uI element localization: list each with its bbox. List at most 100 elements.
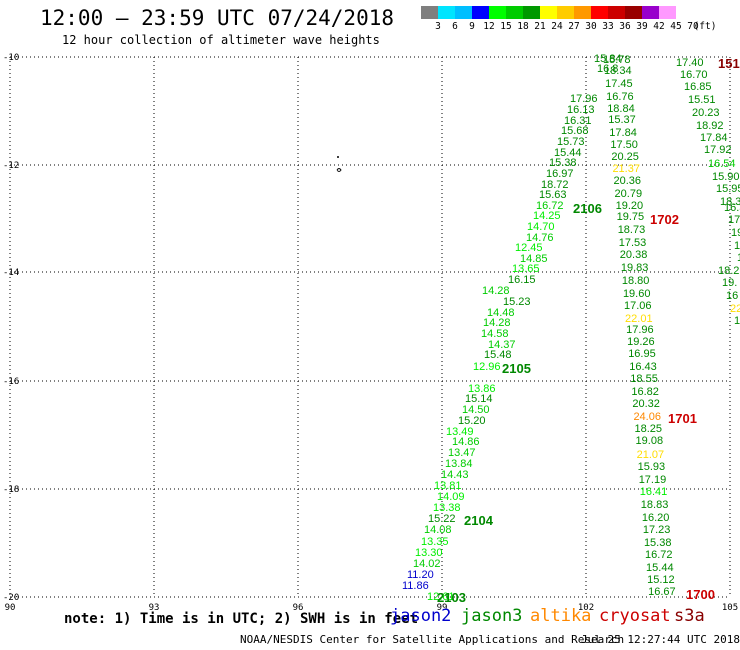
wave-height-value: 15.44 [646,562,674,574]
legend-tick-label: 42 [653,21,665,32]
legend-tick-label: 15 [500,21,512,32]
wave-height-value: 13.86 [468,383,496,395]
wave-height-value: 15.38 [644,537,672,549]
wave-height-value: 21.37 [612,163,640,175]
wave-height-value: 19.20 [616,200,644,212]
legend-swatch [591,6,608,19]
legend-tick-label: 6 [452,21,458,32]
legend-tick-label: 39 [636,21,648,32]
legend-jason2: jason2 [390,606,452,626]
wave-height-value: 18.4 [737,252,740,264]
wave-height-value: 16.82 [631,386,659,398]
legend-swatch [506,6,523,19]
wave-height-value: 14.09 [437,491,465,503]
wave-height-value: 14.70 [527,221,555,233]
legend-swatch [523,6,540,19]
wave-height-value: 16.72 [536,200,564,212]
wave-height-value: 16.67 [648,586,676,598]
wave-height-value: 15.12 [647,574,675,586]
wave-height-value: 15.95 [716,183,740,195]
legend-swatch [455,6,472,19]
legend-s3a: s3a [674,606,705,626]
wave-height-value: 14.86 [452,436,480,448]
wave-height-value: 18.72 [541,179,569,191]
wave-height-value: 16.85 [684,81,712,93]
wave-height-value: 16.97 [546,168,574,180]
wave-height-value: 16.95 [628,348,656,360]
wave-height-value: 18.25 [635,423,663,435]
lon-label: 96 [293,603,304,613]
wave-height-value: 14.58 [481,328,509,340]
wave-height-value: 19. [722,277,737,289]
track-id-label: 1700 [686,587,715,602]
wave-height-value: 22.01 [625,313,653,325]
legend-labels: 3 6 9 12 15 18 21 24 27 30 33 36 39 42 45 70 (ft) [421,19,716,32]
wave-height-value: 16.8 [597,63,618,75]
timestamp: Jul 25 12:27:44 UTC 2018 [581,633,740,646]
wave-height-value: 11.86 [402,580,429,592]
wave-height-value: 15.90 [712,171,740,183]
legend-swatch [642,6,659,19]
wave-height-value: 18.80 [622,275,650,287]
wave-height-value: 17.92 [704,144,732,156]
lat-label: -20 [3,593,19,603]
wave-height-value: 20.38 [620,249,648,261]
lat-label: -16 [3,377,19,387]
wave-height-value: 17.49 [728,214,740,226]
wave-height-value: 12.61 [427,591,455,603]
wave-height-value: 14.76 [526,232,554,244]
legend-swatch [608,6,625,19]
lon-label: 93 [149,603,160,613]
wave-height-value: 18.84 [607,103,635,115]
wave-height-value: 16.54 [708,158,736,170]
map-title: 12:00 – 23:59 UTC 07/24/2018 [40,6,395,30]
wave-height-value: 16.15 [508,274,536,286]
wave-height-value: 16.70 [680,69,708,81]
wave-height-value: 15.48 [484,349,512,361]
wave-height-value: 16.31 [564,115,592,127]
wave-height-value: 22 [730,303,740,315]
wave-height-value: 14.37 [488,339,516,351]
wave-height-value: 14.08 [424,524,452,536]
legend-tick-label: 27 [568,21,580,32]
wave-height-value: 16.38 [724,202,740,214]
wave-height-value: 16.13 [567,104,595,116]
wave-height-value: 14.85 [520,253,548,265]
wave-height-value: 17.84 [609,127,637,139]
wave-height-value: 17.19 [639,474,667,486]
track-id-label: 2104 [464,513,494,528]
wave-height-value: 17.96 [570,93,598,105]
wave-height-value: 17.50 [610,139,638,151]
wave-height-value: 15.51 [688,94,716,106]
wave-height-value: 17.23 [643,524,671,536]
wave-height-value: 15.14 [465,393,493,405]
wave-height-value: 11.20 [407,569,434,581]
legend-jason3: jason3 [461,606,523,626]
legend-tick-label: 30 [585,21,597,32]
wave-height-value: 13.81 [434,480,462,492]
wave-height-value: 14.28 [482,285,510,297]
island-marker [336,156,342,172]
wave-height-value: 15.63 [539,189,567,201]
legend-unit: (ft) [693,21,717,32]
wave-height-value: 16.41 [640,486,668,498]
wave-height-value: 19.08 [731,227,740,239]
wave-height-value: 19.75 [617,211,645,223]
wave-height-value: 18.83 [641,499,669,511]
track-id-label: 2103 [437,590,466,605]
track-id-label: 2106 [573,201,602,216]
wave-height-value: 17.53 [619,237,647,249]
wave-height-value: 17.06 [624,300,652,312]
wave-height-value: 20.79 [615,188,643,200]
wave-height-value: 15.78 [603,54,631,66]
wave-height-value: 17.40 [676,57,704,69]
island-outline [336,168,342,172]
wave-height-value: 18.92 [696,120,724,132]
wave-height-value: 21.07 [637,449,665,461]
footer-note: note: 1) Time is in UTC; 2) SWH is in fe… [64,611,419,627]
lon-label: 102 [578,603,594,613]
wave-height-value: 13.65 [512,263,540,275]
legend-tick-label: 36 [619,21,631,32]
legend-swatch [489,6,506,19]
